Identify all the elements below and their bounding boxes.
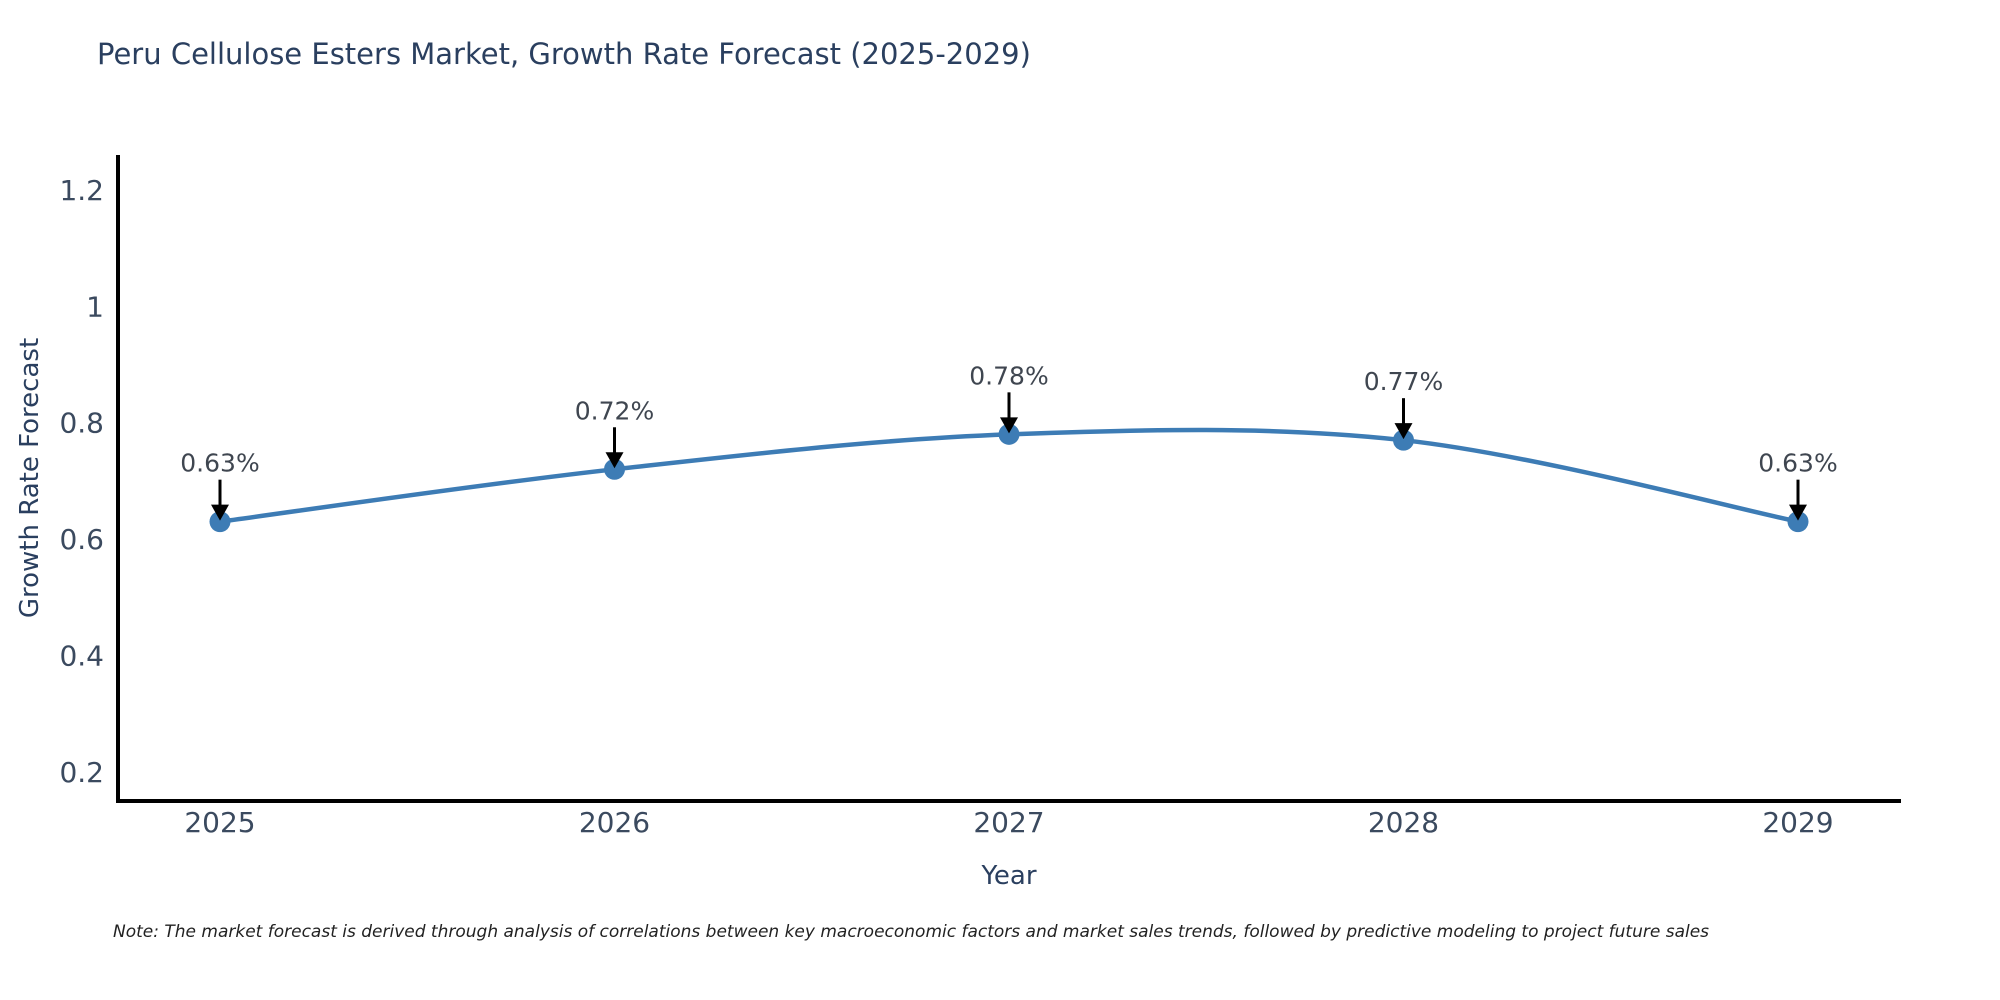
y-tick-label: 1 (86, 290, 104, 323)
data-point-marker (1787, 511, 1809, 533)
data-point-marker (998, 423, 1020, 445)
y-axis-tick-labels: 0.2 0.4 0.6 0.8 1 1.2 (59, 174, 104, 789)
series-markers (209, 423, 1809, 533)
y-tick-label: 0.6 (59, 523, 104, 556)
y-tick-label: 0.4 (59, 640, 104, 673)
data-point-label: 0.77% (1364, 367, 1443, 396)
data-point-marker (604, 458, 625, 480)
y-tick-label: 0.8 (59, 407, 104, 440)
data-point-label: 0.63% (1758, 449, 1837, 478)
x-tick-label: 2025 (184, 806, 255, 839)
data-point-marker (1393, 429, 1414, 451)
y-axis-title: Growth Rate Forecast (15, 338, 45, 618)
annotation-arrowhead (605, 452, 624, 469)
data-point-label: 0.78% (969, 361, 1048, 390)
x-axis-tick-labels: 2025 2026 2027 2028 2029 (184, 806, 1833, 839)
annotation-arrowhead (1789, 504, 1807, 521)
x-tick-label: 2028 (1368, 806, 1439, 839)
data-point-label: 0.72% (575, 396, 654, 425)
x-tick-label: 2029 (1762, 806, 1833, 839)
y-tick-label: 1.2 (59, 174, 104, 207)
data-point-label: 0.63% (180, 449, 259, 478)
x-axis-title: Year (980, 861, 1036, 891)
y-tick-label: 0.2 (59, 756, 104, 789)
chart-title: Peru Cellulose Esters Market, Growth Rat… (97, 37, 1031, 71)
annotation-arrowhead (1000, 417, 1018, 434)
point-annotations: 0.63% 0.72% 0.78% 0.77% 0.63% (180, 361, 1838, 521)
footnote: Note: The market forecast is derived thr… (113, 922, 1710, 942)
data-point-marker (209, 511, 231, 533)
annotation-arrowhead (211, 504, 229, 521)
x-tick-label: 2026 (579, 806, 650, 839)
annotation-arrowhead (1394, 423, 1413, 440)
x-tick-label: 2027 (973, 806, 1044, 839)
